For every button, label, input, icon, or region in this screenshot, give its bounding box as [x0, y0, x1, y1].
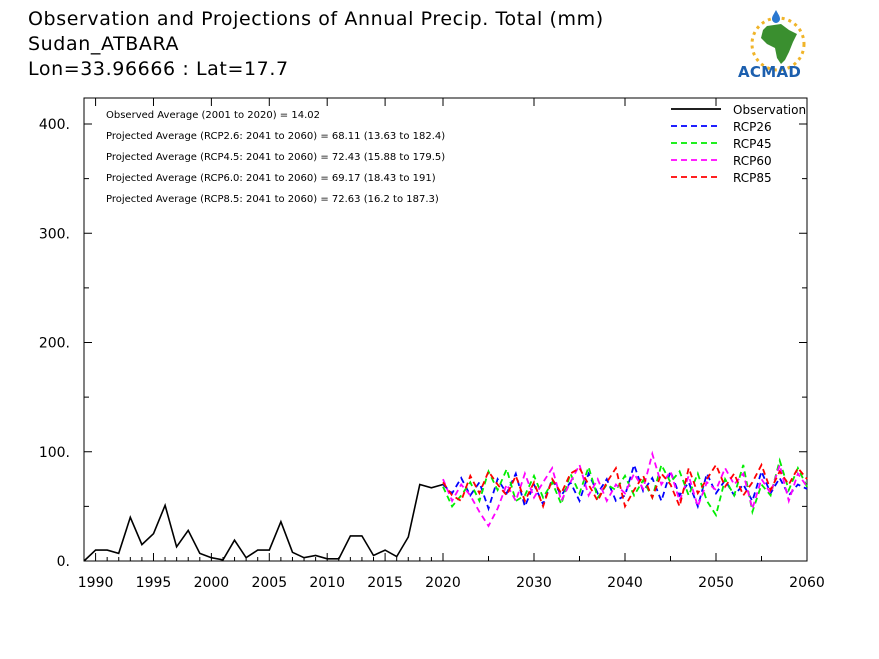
station-coords: Lon=33.96666 : Lat=17.7 — [28, 58, 289, 80]
y-tick-label: 200. — [39, 336, 70, 352]
x-tick-label: 1990 — [78, 575, 114, 591]
series-line-rcp60 — [442, 450, 808, 528]
africa-map-logo-icon — [750, 10, 806, 72]
legend-label-rcp26: RCP26 — [733, 120, 772, 134]
y-tick-label: 0. — [57, 554, 70, 570]
series-line-rcp45 — [442, 457, 808, 518]
x-tick-label: 2020 — [425, 575, 461, 591]
chart-title: Observation and Projections of Annual Pr… — [28, 8, 604, 30]
annotation-text: Projected Average (RCP6.0: 2041 to 2060)… — [106, 173, 436, 184]
x-tick-label: 2040 — [607, 575, 643, 591]
y-tick-label: 400. — [39, 117, 70, 133]
legend-label-observation: Observation — [733, 103, 806, 117]
y-tick-label: 300. — [39, 226, 70, 242]
legend-label-rcp60: RCP60 — [733, 154, 772, 168]
plot-frame — [83, 97, 808, 562]
acmad-logo-text: ACMAD — [738, 63, 802, 81]
x-tick-label: 2000 — [194, 575, 230, 591]
annotation-text: Observed Average (2001 to 2020) = 14.02 — [106, 110, 320, 121]
series-line-observation — [83, 483, 444, 562]
x-tick-label: 2005 — [251, 575, 287, 591]
x-tick-label: 1995 — [136, 575, 172, 591]
legend-label-rcp45: RCP45 — [733, 137, 772, 151]
x-tick-label: 2030 — [516, 575, 552, 591]
x-tick-label: 2015 — [367, 575, 403, 591]
x-tick-label: 2050 — [698, 575, 734, 591]
x-tick-label: 2010 — [309, 575, 345, 591]
y-tick-label: 100. — [39, 445, 70, 461]
annotation-text: Projected Average (RCP2.6: 2041 to 2060)… — [106, 131, 445, 142]
station-name: Sudan_ATBARA — [28, 33, 180, 55]
legend-label-rcp85: RCP85 — [733, 171, 772, 185]
annotation-text: Projected Average (RCP8.5: 2041 to 2060)… — [106, 194, 439, 205]
series-line-rcp85 — [442, 462, 808, 510]
x-tick-label: 2060 — [789, 575, 825, 591]
annotation-text: Projected Average (RCP4.5: 2041 to 2060)… — [106, 152, 445, 163]
series-line-rcp26 — [442, 461, 808, 512]
